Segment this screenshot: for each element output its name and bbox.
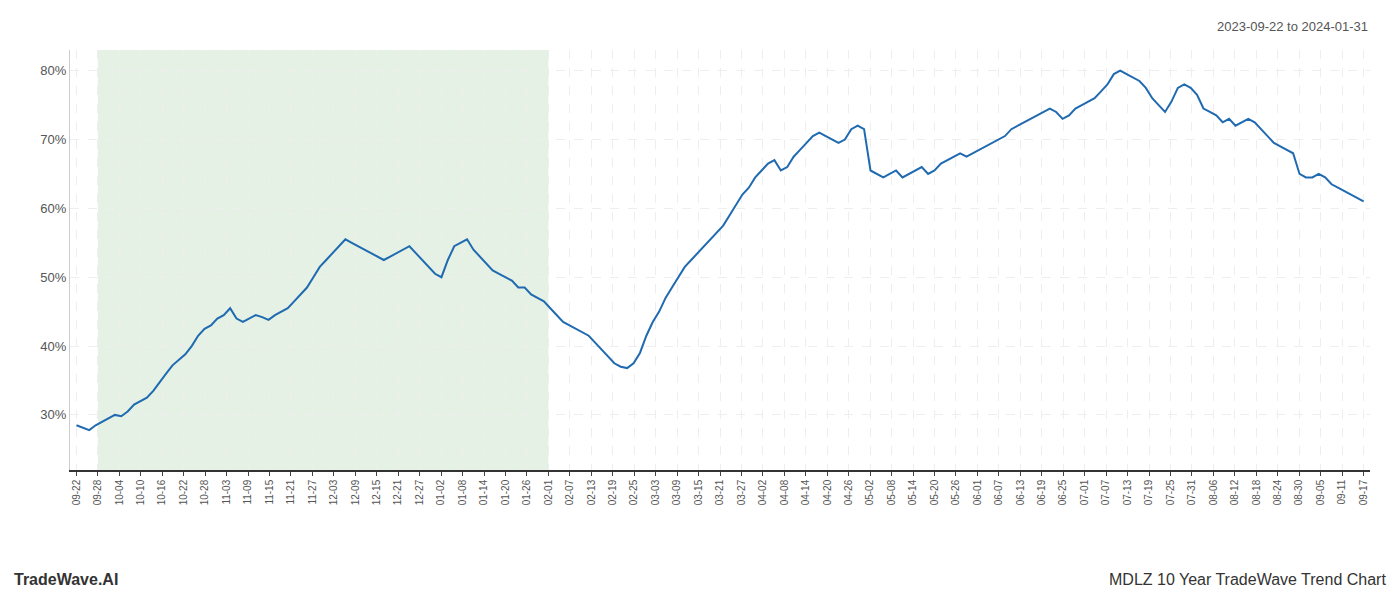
svg-text:02-07: 02-07 — [564, 479, 575, 505]
svg-text:10-28: 10-28 — [199, 479, 210, 505]
svg-text:07-07: 07-07 — [1100, 479, 1111, 505]
svg-text:05-14: 05-14 — [907, 479, 918, 505]
svg-text:08-12: 08-12 — [1229, 479, 1240, 505]
svg-text:05-02: 05-02 — [864, 479, 875, 505]
svg-text:09-11: 09-11 — [1336, 479, 1347, 504]
svg-text:11-03: 11-03 — [221, 479, 232, 504]
svg-text:05-08: 05-08 — [886, 479, 897, 505]
svg-text:09-17: 09-17 — [1358, 479, 1369, 505]
svg-text:11-09: 11-09 — [242, 479, 253, 504]
svg-text:10-04: 10-04 — [114, 479, 125, 505]
svg-text:02-13: 02-13 — [586, 479, 597, 505]
svg-text:06-13: 06-13 — [1015, 479, 1026, 505]
svg-text:10-22: 10-22 — [178, 479, 189, 505]
svg-text:01-08: 01-08 — [457, 479, 468, 505]
svg-text:01-20: 01-20 — [500, 479, 511, 505]
svg-text:08-18: 08-18 — [1251, 479, 1262, 505]
svg-text:02-19: 02-19 — [607, 479, 618, 505]
svg-text:11-27: 11-27 — [307, 479, 318, 504]
svg-text:03-21: 03-21 — [714, 479, 725, 505]
svg-text:40%: 40% — [40, 339, 66, 354]
svg-text:12-15: 12-15 — [371, 479, 382, 505]
svg-text:70%: 70% — [40, 132, 66, 147]
svg-text:08-06: 08-06 — [1208, 479, 1219, 505]
svg-text:02-01: 02-01 — [543, 479, 554, 505]
svg-text:12-09: 12-09 — [350, 479, 361, 505]
svg-text:04-08: 04-08 — [779, 479, 790, 505]
svg-text:12-21: 12-21 — [392, 479, 403, 505]
svg-text:01-02: 01-02 — [435, 479, 446, 505]
svg-text:07-19: 07-19 — [1143, 479, 1154, 505]
svg-text:04-02: 04-02 — [757, 479, 768, 505]
svg-text:MDLZ 10 Year TradeWave Trend C: MDLZ 10 Year TradeWave Trend Chart — [1109, 571, 1386, 588]
svg-text:03-27: 03-27 — [736, 479, 747, 505]
svg-text:01-26: 01-26 — [521, 479, 532, 505]
svg-text:04-14: 04-14 — [800, 479, 811, 505]
svg-text:07-13: 07-13 — [1122, 479, 1133, 505]
svg-text:09-05: 09-05 — [1315, 479, 1326, 505]
svg-text:03-09: 03-09 — [671, 479, 682, 505]
svg-text:10-16: 10-16 — [156, 479, 167, 505]
svg-text:80%: 80% — [40, 63, 66, 78]
svg-text:07-01: 07-01 — [1079, 479, 1090, 505]
svg-text:12-27: 12-27 — [414, 479, 425, 505]
svg-text:06-25: 06-25 — [1057, 479, 1068, 505]
svg-text:06-19: 06-19 — [1036, 479, 1047, 505]
svg-text:07-25: 07-25 — [1165, 479, 1176, 505]
svg-text:09-22: 09-22 — [71, 479, 82, 505]
svg-text:06-07: 06-07 — [993, 479, 1004, 505]
svg-text:04-26: 04-26 — [843, 479, 854, 505]
svg-text:60%: 60% — [40, 201, 66, 216]
svg-text:09-28: 09-28 — [92, 479, 103, 505]
svg-text:03-15: 03-15 — [693, 479, 704, 505]
svg-text:04-20: 04-20 — [822, 479, 833, 505]
svg-text:11-15: 11-15 — [264, 479, 275, 504]
svg-text:12-03: 12-03 — [328, 479, 339, 505]
svg-text:05-20: 05-20 — [929, 479, 940, 505]
svg-text:2023-09-22 to 2024-01-31: 2023-09-22 to 2024-01-31 — [1217, 19, 1368, 34]
svg-text:08-24: 08-24 — [1272, 479, 1283, 505]
svg-text:07-31: 07-31 — [1186, 479, 1197, 505]
svg-text:08-30: 08-30 — [1293, 479, 1304, 505]
svg-text:02-25: 02-25 — [628, 479, 639, 505]
svg-text:01-14: 01-14 — [478, 479, 489, 505]
svg-text:05-26: 05-26 — [950, 479, 961, 505]
svg-text:30%: 30% — [40, 407, 66, 422]
svg-text:06-01: 06-01 — [972, 479, 983, 505]
svg-text:03-03: 03-03 — [650, 479, 661, 505]
svg-text:50%: 50% — [40, 270, 66, 285]
svg-text:11-21: 11-21 — [285, 479, 296, 504]
svg-text:TradeWave.AI: TradeWave.AI — [14, 571, 118, 588]
svg-text:10-10: 10-10 — [135, 479, 146, 505]
